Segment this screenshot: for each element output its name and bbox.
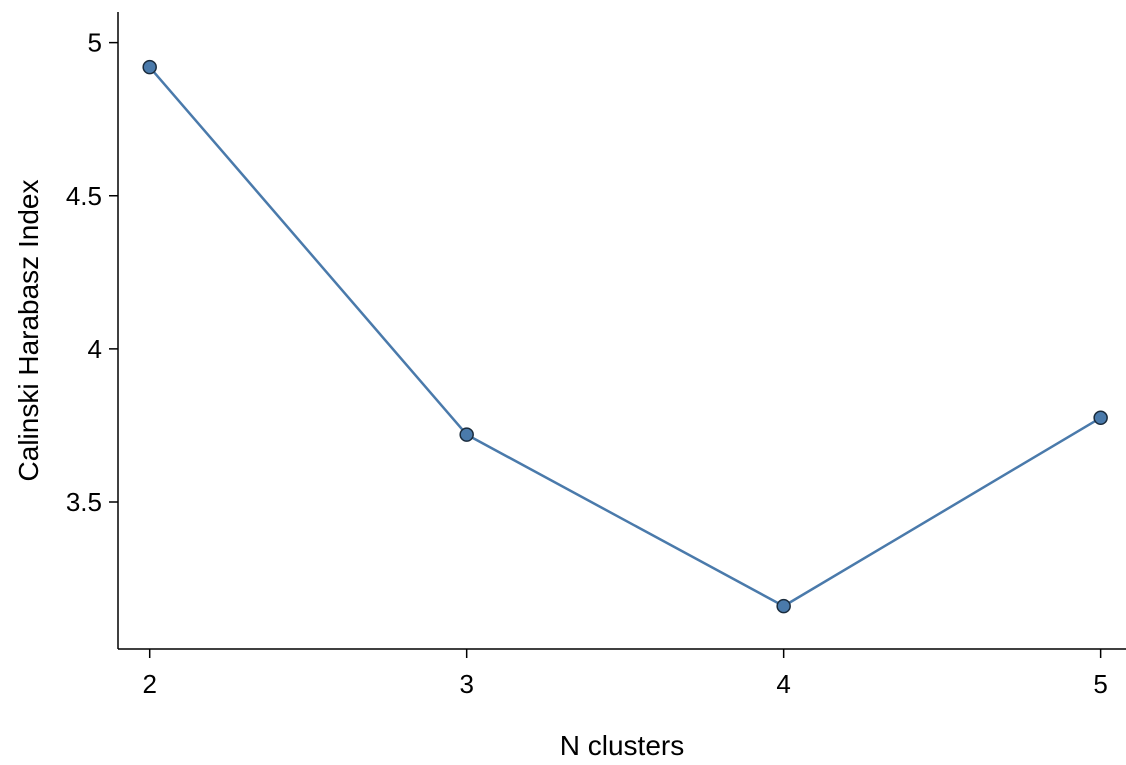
x-tick-label: 3: [459, 669, 473, 699]
x-tick-label: 5: [1093, 669, 1107, 699]
data-point: [1093, 410, 1108, 426]
y-tick-label: 3.5: [66, 487, 102, 517]
data-point: [776, 598, 791, 614]
y-tick-label: 4.5: [66, 181, 102, 211]
data-point: [459, 427, 474, 442]
x-tick-label: 2: [142, 669, 156, 699]
plot-area: 2 3 4 5 3.5 4 4.5 5: [66, 12, 1126, 699]
data-point: [142, 59, 157, 75]
x-tick-label: 4: [776, 669, 790, 699]
series-line: [148, 66, 1102, 608]
y-axis-title: Calinski Harabasz Index: [13, 180, 44, 482]
x-axis-title: N clusters: [560, 730, 684, 761]
y-tick-label: 5: [88, 28, 102, 58]
y-tick-label: 4: [88, 334, 102, 364]
